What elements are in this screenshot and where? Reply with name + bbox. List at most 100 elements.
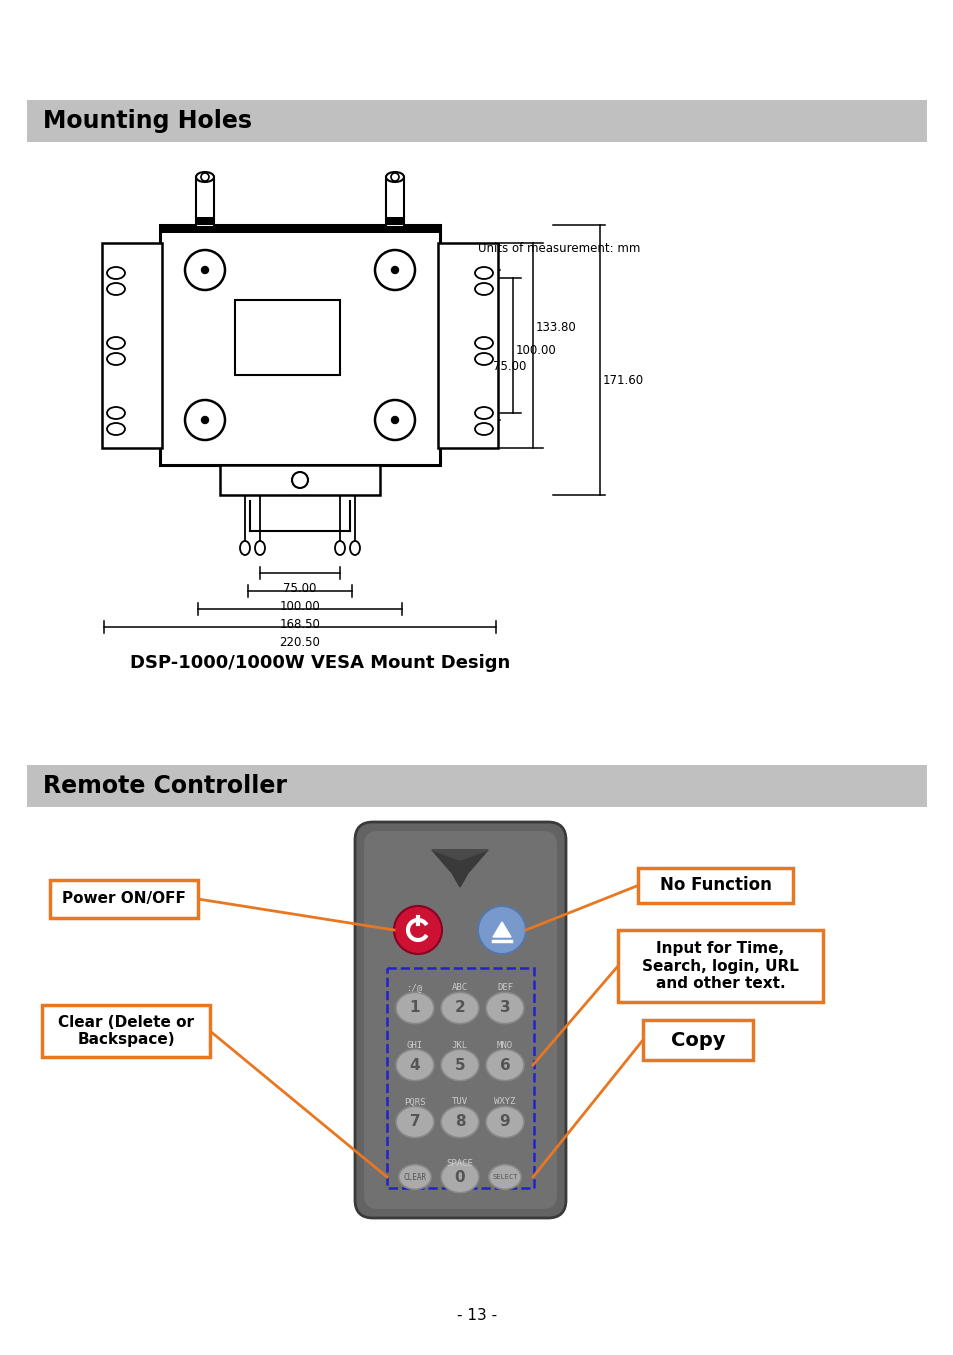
Circle shape <box>375 251 415 290</box>
FancyBboxPatch shape <box>364 831 557 1209</box>
Ellipse shape <box>395 992 434 1023</box>
Text: SELECT: SELECT <box>492 1173 517 1180</box>
Text: Power ON/OFF: Power ON/OFF <box>62 892 186 906</box>
Text: 100.00: 100.00 <box>279 600 320 612</box>
Circle shape <box>292 472 308 488</box>
Text: JKL: JKL <box>452 1041 468 1050</box>
Ellipse shape <box>398 1165 431 1190</box>
Ellipse shape <box>485 1106 523 1138</box>
Text: 1: 1 <box>410 1000 420 1015</box>
Text: MNO: MNO <box>497 1041 513 1050</box>
Ellipse shape <box>475 267 493 279</box>
Text: 75.00: 75.00 <box>283 583 316 595</box>
Circle shape <box>185 400 225 440</box>
Text: DEF: DEF <box>497 984 513 992</box>
Bar <box>160 225 439 233</box>
Text: PQRS: PQRS <box>404 1098 425 1107</box>
Circle shape <box>185 251 225 290</box>
Bar <box>50 879 198 917</box>
Circle shape <box>201 416 209 424</box>
Circle shape <box>391 267 398 274</box>
Text: :/@: :/@ <box>407 984 422 992</box>
Bar <box>638 869 792 902</box>
Ellipse shape <box>107 283 125 295</box>
Text: 75.00: 75.00 <box>493 360 526 374</box>
Text: 100.00: 100.00 <box>516 344 557 356</box>
Ellipse shape <box>107 337 125 350</box>
Circle shape <box>375 400 415 440</box>
Polygon shape <box>432 850 488 860</box>
Polygon shape <box>493 921 511 938</box>
Text: No Function: No Function <box>659 877 771 894</box>
Text: 171.60: 171.60 <box>602 374 643 386</box>
Text: 3: 3 <box>499 1000 510 1015</box>
Bar <box>642 1020 752 1060</box>
Ellipse shape <box>475 423 493 435</box>
Ellipse shape <box>485 1049 523 1081</box>
Polygon shape <box>432 850 488 888</box>
Circle shape <box>391 416 398 424</box>
Text: Input for Time,
Search, login, URL
and other text.: Input for Time, Search, login, URL and o… <box>641 942 798 991</box>
Bar <box>195 217 213 225</box>
Text: 5: 5 <box>455 1057 465 1073</box>
Text: 4: 4 <box>409 1057 420 1073</box>
Ellipse shape <box>440 1049 478 1081</box>
Ellipse shape <box>335 541 345 556</box>
Ellipse shape <box>386 172 403 182</box>
Ellipse shape <box>254 541 265 556</box>
Ellipse shape <box>475 406 493 419</box>
Ellipse shape <box>440 992 478 1023</box>
Ellipse shape <box>107 354 125 364</box>
Ellipse shape <box>107 406 125 419</box>
Bar <box>220 465 379 495</box>
FancyBboxPatch shape <box>355 822 565 1218</box>
Bar <box>234 299 339 375</box>
Text: Clear (Delete or
Backspace): Clear (Delete or Backspace) <box>58 1015 193 1047</box>
Ellipse shape <box>350 541 359 556</box>
Ellipse shape <box>240 541 250 556</box>
Ellipse shape <box>485 992 523 1023</box>
Circle shape <box>391 173 398 182</box>
Bar <box>27 766 926 808</box>
Text: 7: 7 <box>409 1115 420 1130</box>
Text: WXYZ: WXYZ <box>494 1098 516 1107</box>
Bar <box>27 100 926 142</box>
Text: Copy: Copy <box>670 1031 724 1050</box>
Text: SPACE: SPACE <box>446 1159 473 1168</box>
Circle shape <box>477 906 525 954</box>
Text: 8: 8 <box>455 1115 465 1130</box>
Text: 6: 6 <box>499 1057 510 1073</box>
Text: ABC: ABC <box>452 984 468 992</box>
Text: Units of measurement: mm: Units of measurement: mm <box>477 241 639 255</box>
Bar <box>387 967 534 1188</box>
Text: Remote Controller: Remote Controller <box>43 774 287 798</box>
Ellipse shape <box>475 283 493 295</box>
Text: 168.50: 168.50 <box>279 618 320 631</box>
Text: 2: 2 <box>455 1000 465 1015</box>
Bar <box>42 1005 210 1057</box>
Ellipse shape <box>475 354 493 364</box>
Text: CLEAR: CLEAR <box>403 1172 426 1182</box>
Circle shape <box>201 267 209 274</box>
Text: 9: 9 <box>499 1115 510 1130</box>
Ellipse shape <box>488 1165 520 1190</box>
Bar <box>618 930 822 1001</box>
Bar <box>437 243 497 449</box>
Text: GHI: GHI <box>407 1041 422 1050</box>
Text: - 13 -: - 13 - <box>456 1308 497 1322</box>
Ellipse shape <box>440 1161 478 1192</box>
Text: Mounting Holes: Mounting Holes <box>43 108 252 133</box>
Bar <box>160 225 439 465</box>
Ellipse shape <box>107 267 125 279</box>
Ellipse shape <box>107 423 125 435</box>
Ellipse shape <box>395 1049 434 1081</box>
Circle shape <box>201 173 209 182</box>
Text: 133.80: 133.80 <box>536 321 577 333</box>
Bar <box>102 243 162 449</box>
Ellipse shape <box>395 1106 434 1138</box>
Bar <box>386 178 403 228</box>
Circle shape <box>394 906 441 954</box>
Text: DSP-1000/1000W VESA Mount Design: DSP-1000/1000W VESA Mount Design <box>130 654 510 672</box>
Text: 0: 0 <box>455 1169 465 1184</box>
Bar <box>195 178 213 228</box>
